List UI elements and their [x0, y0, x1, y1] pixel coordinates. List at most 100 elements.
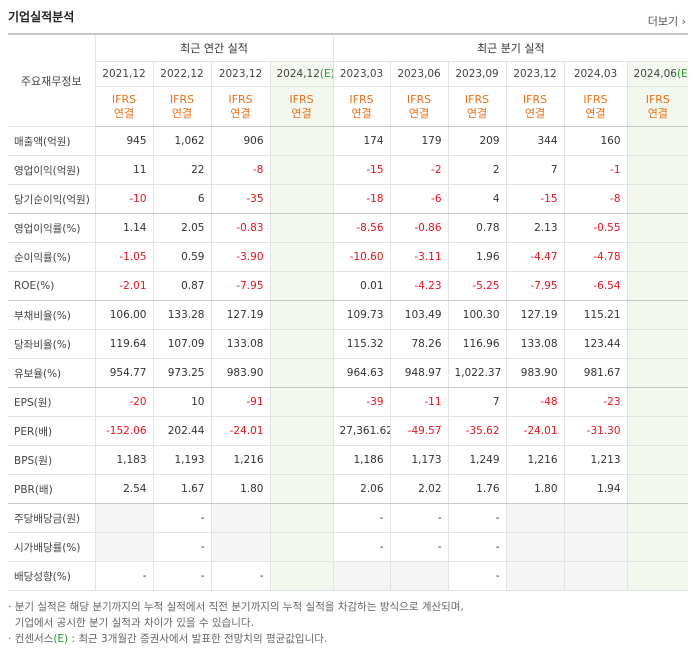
cell: 27,361.62	[332, 416, 391, 446]
cell: 0.87	[152, 271, 212, 301]
row-label: 부채비율(%)	[8, 300, 96, 330]
cell	[210, 503, 271, 533]
cell: -7.95	[210, 271, 271, 301]
row-label: 주당배당금(원)	[8, 503, 96, 533]
cell: -4.47	[505, 242, 565, 272]
period-date: 2023,12	[513, 68, 557, 80]
cell: -	[210, 561, 271, 591]
cell	[626, 474, 689, 504]
cell: 107.09	[152, 329, 212, 359]
cell: 115.32	[332, 329, 391, 359]
period-date: 2023,12	[218, 68, 263, 80]
standard-header: IFRS 연결	[332, 86, 391, 127]
cell: 1.80	[210, 474, 271, 504]
cell: 1,213	[563, 445, 628, 475]
cell: 115.21	[563, 300, 628, 330]
cell: 1.94	[563, 474, 628, 504]
cell	[332, 561, 391, 591]
cell: -2.01	[94, 271, 154, 301]
consolidation: 연결	[351, 106, 372, 120]
cell: -0.55	[563, 213, 628, 243]
cell: -11	[389, 387, 449, 417]
cell: -	[447, 503, 507, 533]
cell: 1.14	[94, 213, 154, 243]
cell: -7.95	[505, 271, 565, 301]
row-label: BPS(원)	[8, 445, 96, 475]
cell: 160	[563, 126, 628, 156]
cell	[269, 445, 334, 475]
cell: -	[152, 561, 212, 591]
cell	[269, 242, 334, 272]
cell: 945	[94, 126, 154, 156]
cell: -6	[389, 184, 449, 214]
cell	[626, 126, 689, 156]
cell: -39	[332, 387, 391, 417]
cell: 133.28	[152, 300, 212, 330]
standard: IFRS	[464, 92, 490, 106]
cell: 0.59	[152, 242, 212, 272]
cell: 174	[332, 126, 391, 156]
cell	[210, 532, 271, 562]
cell: 2.05	[152, 213, 212, 243]
cell: 2	[447, 155, 507, 185]
cell: -49.57	[389, 416, 449, 446]
cell: -3.90	[210, 242, 271, 272]
cell: -15	[505, 184, 565, 214]
cell: 119.64	[94, 329, 154, 359]
cell	[269, 271, 334, 301]
cell	[269, 387, 334, 417]
cell	[626, 271, 689, 301]
cell: 11	[94, 155, 154, 185]
cell	[269, 561, 334, 591]
cell	[505, 503, 565, 533]
cell	[269, 213, 334, 243]
cell	[94, 532, 154, 562]
cell: 123.44	[563, 329, 628, 359]
cell	[563, 561, 628, 591]
table-row: 유보율(%) 954.77 973.25 983.90 964.63 948.97 1,02…	[8, 358, 689, 388]
period-date: 2024,06	[633, 68, 677, 80]
cell: 1,216	[210, 445, 271, 475]
table-body: 매출액(억원) 945 1,062 906 174 179 209 344 160 영업이익(억원…	[8, 126, 689, 591]
row-label: ROE(%)	[8, 271, 96, 301]
estimate-mark: (E)	[676, 68, 688, 80]
cell: 2.13	[505, 213, 565, 243]
cell: 127.19	[505, 300, 565, 330]
cell: -48	[505, 387, 565, 417]
row-label: 당좌비율(%)	[8, 329, 96, 359]
cell: 906	[210, 126, 271, 156]
cell: -23	[563, 387, 628, 417]
cell	[269, 329, 334, 359]
cell: 202.44	[152, 416, 212, 446]
table-row: 순이익률(%) -1.05 0.59 -3.90 -10.60 -3.11 1.96 -4.4…	[8, 242, 689, 272]
cell: -6.54	[563, 271, 628, 301]
cell: 7	[447, 387, 507, 417]
cell: 1,216	[505, 445, 565, 475]
cell: -10	[94, 184, 154, 214]
standard: IFRS	[522, 92, 548, 106]
notes: · 분기 실적은 해당 분기까지의 누적 실적에서 직전 분기까지의 누적 실적…	[8, 599, 464, 647]
standard-header: IFRS 연결	[95, 86, 154, 127]
cell	[626, 532, 689, 562]
consolidation: 연결	[408, 106, 430, 120]
cell: -4.23	[389, 271, 449, 301]
more-link[interactable]: 더보기 ›	[647, 15, 686, 28]
cell	[269, 126, 334, 156]
standard: IFRS	[406, 92, 432, 106]
table-row: 부채비율(%) 106.00 133.28 127.19 109.73 103.49 100…	[8, 300, 689, 330]
standard: IFRS	[349, 92, 374, 106]
cell: 964.63	[332, 358, 391, 388]
cell: 209	[447, 126, 507, 156]
note-text: 분기 실적은 해당 분기까지의 누적 실적에서 직전 분기까지의 누적 실적을 …	[14, 601, 464, 613]
cell	[626, 561, 689, 591]
period-header: 2023,09	[447, 61, 507, 87]
cell: 1.96	[447, 242, 507, 272]
cell: -18	[332, 184, 391, 214]
cell	[269, 416, 334, 446]
cell	[626, 300, 689, 330]
cell: 127.19	[210, 300, 271, 330]
cell: -	[152, 503, 212, 533]
cell	[626, 387, 689, 417]
standard: IFRS	[169, 92, 195, 106]
